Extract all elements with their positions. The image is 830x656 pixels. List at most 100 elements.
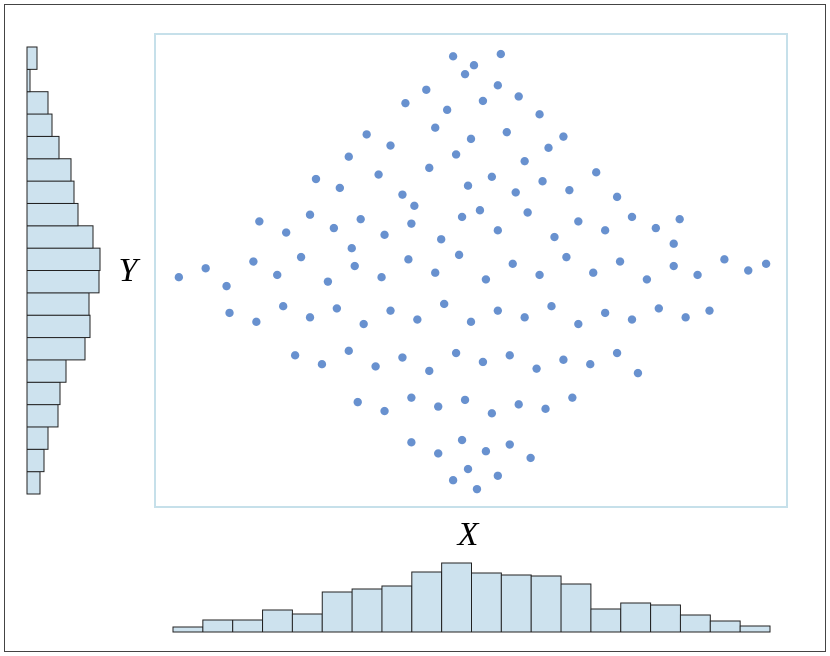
histogram-bar: [500, 574, 532, 633]
histogram-bar: [26, 68, 31, 93]
scatter-point: [273, 270, 282, 280]
scatter-point: [398, 353, 407, 362]
histogram-bar: [560, 583, 592, 633]
histogram-bar: [26, 270, 100, 294]
scatter-point: [377, 272, 386, 282]
scatter-point: [362, 130, 371, 139]
scatter-point: [317, 360, 327, 369]
histogram-bar: [351, 588, 383, 633]
scatter-point: [532, 364, 541, 373]
scatter-point: [225, 308, 234, 318]
scatter-point: [544, 143, 553, 152]
scatter-point: [550, 232, 559, 242]
histogram-bar: [709, 620, 741, 633]
scatter-point: [586, 360, 595, 369]
scatter-point: [434, 402, 443, 411]
scatter-point: [371, 362, 380, 371]
x-axis-label: X: [456, 516, 480, 553]
scatter-point: [475, 206, 485, 215]
scatter-point: [478, 357, 488, 367]
histogram-bar: [679, 614, 711, 633]
scatter-point: [296, 252, 306, 262]
scatter-point: [514, 400, 523, 409]
scatter-point: [454, 250, 464, 260]
scatter-point: [681, 313, 690, 322]
scatter-point: [487, 172, 497, 181]
scatter-point: [615, 257, 625, 266]
plot-area: [154, 33, 788, 508]
scatter-point: [434, 449, 443, 458]
histogram-bar: [26, 471, 41, 495]
scatter-point: [457, 435, 467, 445]
histogram-bar: [471, 572, 502, 633]
histogram-bar: [530, 575, 562, 633]
scatter-point: [493, 226, 503, 235]
scatter-point: [290, 351, 300, 360]
histogram-bar: [26, 314, 91, 339]
scatter-point: [493, 471, 503, 480]
scatter-point: [332, 304, 342, 313]
scatter-point: [478, 96, 488, 106]
histogram-bar: [441, 562, 472, 633]
scatter-point: [505, 440, 514, 449]
scatter-point: [693, 270, 702, 280]
scatter-point: [559, 132, 568, 141]
histogram-bar: [590, 608, 622, 633]
scatter-point: [523, 208, 532, 217]
scatter-point: [508, 259, 517, 269]
scatter-point: [633, 368, 643, 378]
scatter-point: [439, 299, 449, 309]
scatter-point: [592, 168, 601, 177]
histogram-bar: [26, 135, 60, 160]
histogram-bar: [26, 91, 49, 115]
scatter-point: [574, 217, 583, 226]
scatter-point: [425, 366, 434, 376]
scatter-point: [535, 110, 544, 119]
scatter-point: [520, 156, 529, 166]
scatter-point: [460, 69, 470, 79]
scatter-point: [413, 315, 422, 324]
scatter-point: [669, 261, 678, 271]
scatter-point: [469, 61, 479, 70]
scatter-point: [705, 306, 714, 315]
scatter-point: [255, 217, 264, 226]
histogram-bar: [26, 46, 38, 70]
scatter-point: [305, 313, 315, 322]
scatter-point: [344, 152, 353, 161]
scatter-point: [407, 393, 416, 402]
scatter-point: [642, 275, 652, 284]
scatter-point: [568, 393, 577, 402]
scatter-point: [401, 98, 410, 108]
scatter-point: [761, 259, 771, 269]
histogram-bar: [172, 626, 204, 633]
scatter-point: [436, 235, 446, 244]
histogram-bar: [26, 337, 86, 361]
scatter-point: [249, 257, 258, 266]
scatter-point: [612, 192, 622, 202]
scatter-point: [410, 201, 419, 210]
scatter-point: [574, 319, 583, 329]
scatter-point: [493, 306, 503, 315]
scatter-point: [600, 226, 610, 235]
scatter-point: [201, 264, 210, 273]
scatter-point: [651, 223, 661, 233]
scatter-point: [565, 185, 574, 195]
histogram-bar: [321, 591, 353, 633]
histogram-bar: [26, 381, 61, 406]
scatter-point: [493, 81, 503, 90]
scatter-point: [466, 317, 476, 327]
scatter-point: [398, 190, 407, 199]
scatter-point: [335, 183, 345, 193]
scatter-point: [323, 277, 333, 286]
scatter-point: [562, 252, 571, 262]
scatter-point: [451, 348, 461, 358]
scatter-point: [520, 313, 529, 322]
histogram-bar: [262, 609, 293, 633]
scatter-point: [669, 239, 678, 248]
scatter-point: [407, 219, 416, 228]
scatter-point: [404, 255, 413, 264]
scatter-point: [600, 308, 610, 318]
scatter-point: [514, 92, 523, 101]
scatter-point: [481, 275, 491, 284]
